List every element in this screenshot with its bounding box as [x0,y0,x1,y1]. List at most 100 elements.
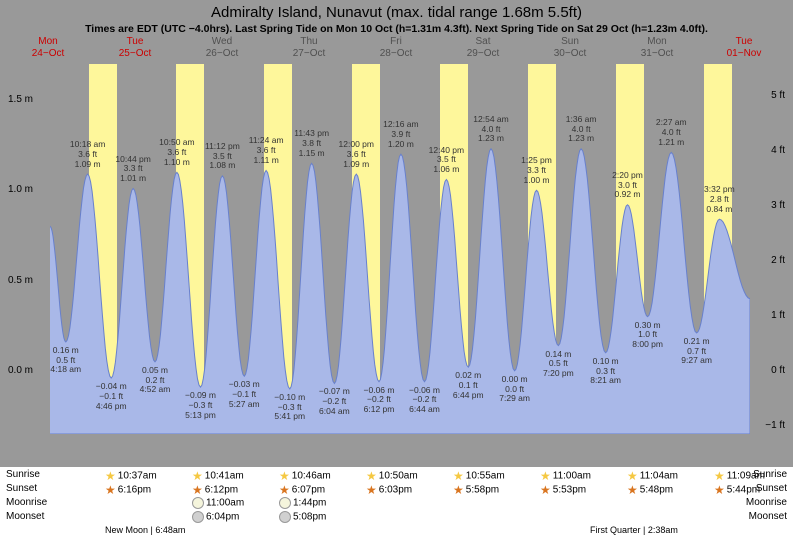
y-tick-left: 0.5 m [8,275,33,286]
star-icon: ★ [366,469,377,483]
star-icon: ★ [192,469,203,483]
tide-annotation: 10:44 pm3.3 ft1.01 m [115,155,150,184]
star-icon: ★ [105,469,116,483]
sun-row-label-left: Sunrise [6,469,40,480]
sunrise-cell: ★10:55am [453,469,505,483]
date-header: Tue01−Nov [722,36,766,60]
star-icon: ★ [714,483,725,497]
tide-annotation: 11:12 pm3.5 ft1.08 m [205,142,240,171]
moon-phase: First Quarter | 2:38am [590,525,678,535]
tide-annotation: 0.30 m1.0 ft8:00 pm [632,321,663,350]
tide-annotation: 0.14 m0.5 ft7:20 pm [543,350,574,379]
moon-icon [279,511,291,523]
tide-chart: Admiralty Island, Nunavut (max. tidal ra… [0,0,793,539]
star-icon: ★ [627,469,638,483]
tide-annotation: 0.16 m0.5 ft4:18 am [50,346,81,375]
sun-row-label-left: Moonset [6,511,44,522]
tide-annotation: 12:16 am3.9 ft1.20 m [383,120,418,149]
sun-row-label-right: Sunset [756,483,787,494]
tide-annotation: 0.10 m0.3 ft8:21 am [590,357,621,386]
tide-annotation: 1:25 pm3.3 ft1.00 m [521,156,552,185]
tide-annotation: 0.05 m0.2 ft4:52 am [140,366,171,395]
moonset-cell: 6:04pm [192,511,239,523]
sunset-cell: ★6:16pm [105,483,151,497]
star-icon: ★ [366,483,377,497]
sunset-cell: ★5:48pm [627,483,673,497]
tide-annotation: 10:50 am3.6 ft1.10 m [159,138,194,167]
tide-annotation: 11:43 pm3.8 ft1.15 m [294,129,329,158]
moonset-cell: 5:08pm [279,511,326,523]
tide-annotation: −0.09 m−0.3 ft5:13 pm [185,391,216,420]
tide-annotation: 11:24 am3.6 ft1.11 m [249,136,284,165]
moon-icon [192,511,204,523]
chart-subtitle: Times are EDT (UTC −4.0hrs). Last Spring… [0,23,793,35]
star-icon: ★ [627,483,638,497]
date-header: Mon24−Oct [26,36,70,60]
star-icon: ★ [105,483,116,497]
tide-annotation: −0.03 m−0.1 ft5:27 am [229,380,260,409]
y-tick-right: 3 ft [771,200,785,211]
moon-phase: New Moon | 6:48am [105,525,185,535]
sunrise-cell: ★11:09am [714,469,765,483]
tide-annotation: 1:36 am4.0 ft1.23 m [566,115,597,144]
sun-row-label-right: Moonrise [746,497,787,508]
star-icon: ★ [714,469,725,483]
sunrise-cell: ★10:50am [366,469,418,483]
moon-icon [192,497,204,509]
sun-row-label-left: Moonrise [6,497,47,508]
moon-icon [279,497,291,509]
sunset-cell: ★6:07pm [279,483,325,497]
tide-annotation: 0.00 m0.0 ft7:29 am [499,375,530,404]
star-icon: ★ [540,469,551,483]
tide-annotation: 2:20 pm3.0 ft0.92 m [612,171,643,200]
tide-annotation: −0.06 m−0.2 ft6:12 pm [364,386,395,415]
sunrise-cell: ★11:00am [540,469,591,483]
star-icon: ★ [540,483,551,497]
y-tick-left: 1.0 m [8,184,33,195]
date-header: Tue25−Oct [113,36,157,60]
date-header: Mon31−Oct [635,36,679,60]
date-header: Wed26−Oct [200,36,244,60]
y-tick-right: 5 ft [771,90,785,101]
tide-annotation: 0.21 m0.7 ft9:27 am [681,337,712,366]
tide-annotation: −0.06 m−0.2 ft6:44 am [409,386,440,415]
sunset-cell: ★5:53pm [540,483,586,497]
star-icon: ★ [279,469,290,483]
tide-annotation: 12:00 pm3.6 ft1.09 m [339,140,374,169]
chart-title: Admiralty Island, Nunavut (max. tidal ra… [0,4,793,21]
star-icon: ★ [453,469,464,483]
date-header: Sun30−Oct [548,36,592,60]
date-header: Thu27−Oct [287,36,331,60]
sunset-cell: ★6:03pm [366,483,412,497]
y-tick-right: 2 ft [771,255,785,266]
y-tick-right: −1 ft [765,420,785,431]
tide-annotation: 10:18 am3.6 ft1.09 m [70,140,105,169]
moonrise-cell: 1:44pm [279,497,326,509]
tide-annotation: 12:40 pm3.5 ft1.06 m [429,146,464,175]
sunset-cell: ★5:58pm [453,483,499,497]
sunset-cell: ★6:12pm [192,483,238,497]
date-header: Sat29−Oct [461,36,505,60]
tide-annotation: −0.10 m−0.3 ft5:41 pm [274,393,305,422]
tide-annotation: 3:32 pm2.8 ft0.84 m [704,185,735,214]
sunrise-cell: ★11:04am [627,469,678,483]
y-tick-left: 0.0 m [8,365,33,376]
y-tick-right: 1 ft [771,310,785,321]
y-tick-right: 0 ft [771,365,785,376]
sunset-cell: ★5:44pm [714,483,760,497]
star-icon: ★ [453,483,464,497]
y-tick-left: 1.5 m [8,94,33,105]
tide-annotation: −0.04 m−0.1 ft4:46 pm [96,382,127,411]
tide-annotation: 2:27 am4.0 ft1.21 m [656,118,687,147]
sun-row-label-right: Moonset [749,511,787,522]
sunrise-cell: ★10:46am [279,469,331,483]
tide-annotation: 0.02 m0.1 ft6:44 pm [453,371,484,400]
tide-annotation: 12:54 am4.0 ft1.23 m [473,115,508,144]
sun-moon-table: SunriseSunriseSunsetSunsetMoonriseMoonri… [0,467,793,539]
moonrise-cell: 11:00am [192,497,244,509]
sunrise-cell: ★10:41am [192,469,244,483]
sunrise-cell: ★10:37am [105,469,157,483]
sun-row-label-left: Sunset [6,483,37,494]
star-icon: ★ [192,483,203,497]
tide-annotation: −0.07 m−0.2 ft6:04 am [319,387,350,416]
